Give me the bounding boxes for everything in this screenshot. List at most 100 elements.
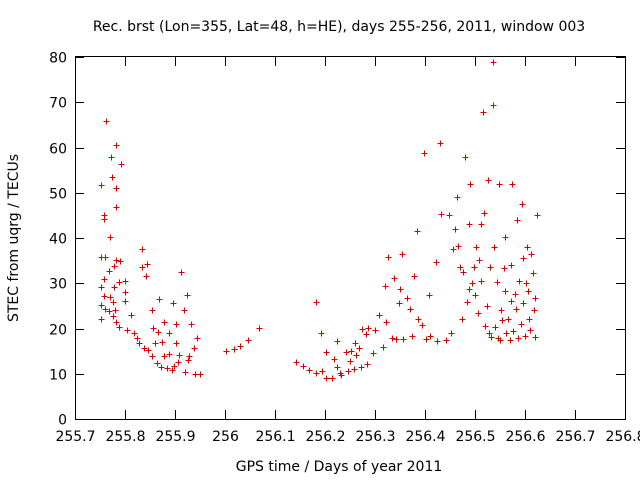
data-point-marker [382,283,389,290]
data-point-marker [343,349,350,356]
data-point-marker [98,316,105,323]
x-tick-label: 256.5 [455,429,495,445]
data-point-marker [166,330,173,337]
data-point-marker [345,368,352,375]
data-point-marker [385,254,392,261]
data-point-marker [492,324,499,331]
data-point-marker [122,298,129,305]
data-point-marker [525,288,532,295]
data-point-marker [514,217,521,224]
data-point-marker [348,348,355,355]
data-point-marker [318,330,325,337]
data-point-marker [175,359,182,366]
data-point-marker [156,296,163,303]
x-axis-ticks: 255.7 255.8 255.9 256 256.1 256.2 256.3 256.4 25… [55,57,640,445]
data-point-marker [166,351,173,358]
data-point-marker [184,292,191,299]
data-point-marker [482,323,489,330]
y-tick-label: 70 [49,96,67,112]
data-point-marker [399,251,406,258]
x-tick-label: 256.1 [255,429,295,445]
data-point-marker [485,177,492,184]
data-point-marker [383,319,390,326]
data-point-marker [141,345,148,352]
data-point-marker [116,324,123,331]
data-point-marker [490,102,497,109]
data-point-marker [106,308,113,315]
data-point-marker [414,228,421,235]
data-point-marker [323,349,330,356]
data-point-marker [293,359,300,366]
data-point-marker [419,322,426,329]
x-tick-label: 255.8 [105,429,145,445]
data-point-marker [313,299,320,306]
data-point-marker [503,330,510,337]
data-point-marker [499,317,506,324]
data-point-marker [396,300,403,307]
data-point-marker [434,338,441,345]
data-point-marker [494,279,501,286]
data-point-marker [393,336,400,343]
data-point-marker [496,181,503,188]
data-point-marker [507,337,514,344]
data-point-marker [519,201,526,208]
data-point-marker [471,264,478,271]
x-tick-label: 256.3 [355,429,395,445]
x-tick-label: 255.9 [155,429,195,445]
data-point-marker [423,336,430,343]
data-point-marker [113,185,120,192]
data-point-marker [527,327,534,334]
data-point-marker [176,352,183,359]
data-point-marker [158,364,165,371]
x-tick-label: 255.7 [55,429,95,445]
data-point-marker [110,313,117,320]
data-point-marker [427,333,434,340]
data-point-marker [438,211,445,218]
data-point-marker [409,333,416,340]
data-point-marker [117,258,124,265]
data-point-marker [154,360,161,367]
data-point-marker [136,340,143,347]
data-point-marker [459,316,466,323]
y-tick-label: 60 [49,142,67,158]
data-point-marker [245,337,252,344]
data-point-marker [462,154,469,161]
data-point-marker [365,325,372,332]
data-point-marker [103,118,110,125]
data-point-marker [101,276,108,283]
data-point-marker [145,347,152,354]
data-point-marker [466,286,473,293]
data-point-marker [391,275,398,282]
data-point-marker [149,353,156,360]
data-point-marker [112,307,119,314]
data-point-marker [407,306,414,313]
data-point-marker [472,292,479,299]
data-point-marker [106,268,113,275]
data-point-marker [109,174,116,181]
data-point-marker [480,109,487,116]
data-point-marker [143,273,150,280]
data-point-marker [532,334,539,341]
data-point-marker [415,316,422,323]
data-point-marker [508,298,515,305]
data-point-marker [448,330,455,337]
data-point-marker [522,333,529,340]
data-point-marker [469,280,476,287]
data-point-marker [107,294,114,301]
data-point-marker [508,262,515,269]
x-tick-label: 256.8 [605,429,640,445]
data-point-marker [515,335,522,342]
data-point-marker [306,367,313,374]
data-point-marker [353,352,360,359]
data-point-marker [464,299,471,306]
data-point-marker [101,293,108,300]
x-tick-label: 256.7 [555,429,595,445]
data-point-marker [380,344,387,351]
data-point-marker [513,306,520,313]
data-point-marker [397,286,404,293]
data-point-marker [181,307,188,314]
data-point-marker [455,243,462,250]
data-point-marker [376,312,383,319]
data-point-marker [498,307,505,314]
data-point-marker [155,329,162,336]
